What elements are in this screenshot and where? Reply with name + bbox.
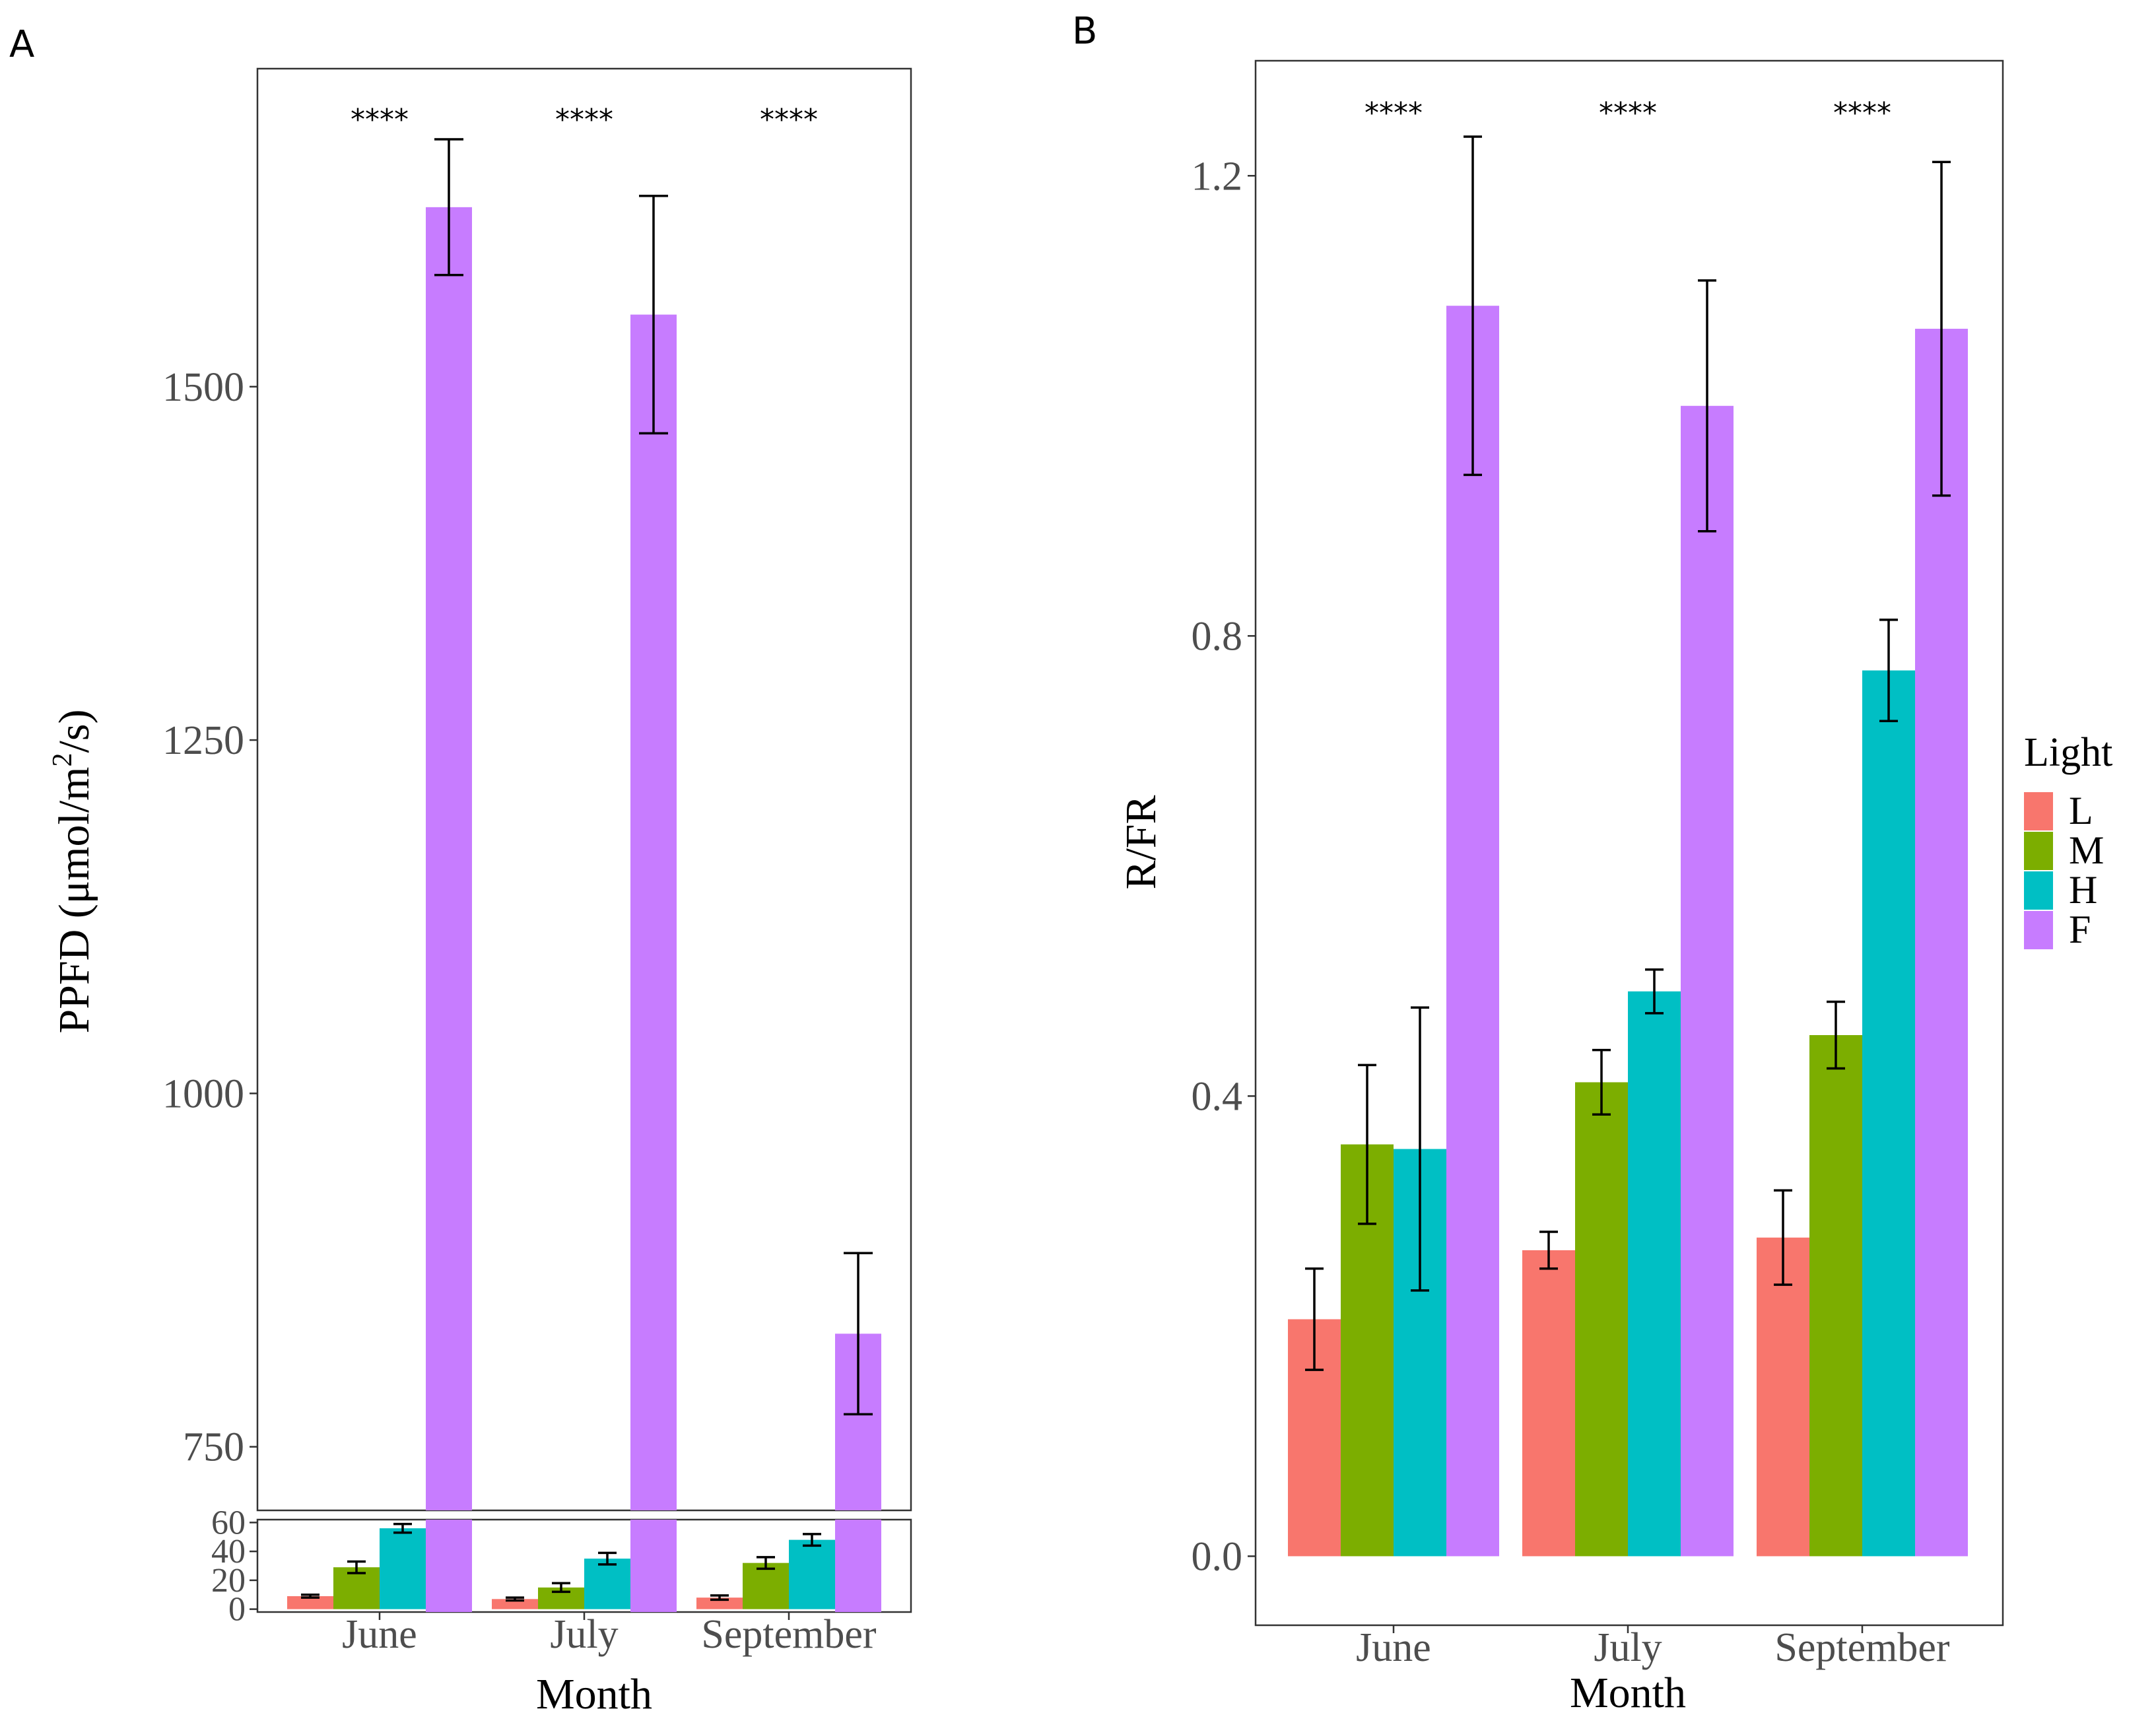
panel-a-bar-september-l (696, 1598, 743, 1609)
panel-b-bar-june-f (1446, 306, 1499, 1557)
panel-a-bar-july-l-errorbar (506, 1596, 524, 1602)
panel-b-y-tick-label-1-2: 1.2 (1192, 154, 1243, 199)
panel-b-y-axis-title: R/FR (1117, 795, 1165, 889)
panel-b-frame (1254, 59, 2004, 1627)
panel-a-bar-july-m-errorbar (552, 1582, 570, 1594)
panel-a-bar-september-m (743, 1563, 789, 1609)
panel-a-bar-september-f-errorbar (844, 1252, 873, 1416)
panel-a-y-tick-label-750: 750 (183, 1425, 244, 1470)
panel-b-significance-june: **** (1364, 96, 1423, 130)
panel-b-bar-september-h (1862, 670, 1915, 1557)
panel-a-significance-september: **** (760, 103, 818, 137)
panel-a-bar-july-f-lower (630, 1520, 677, 1612)
panel-a-bar-july-h (584, 1559, 630, 1609)
panel-a-x-tick-label-september: September (701, 1612, 876, 1657)
panel-a-lower-y-tick-label-60: 60 (211, 1504, 246, 1541)
panel-a-y-tick-label-1250: 1250 (162, 718, 244, 763)
panel-a-y-axis-title: PPFD (μmol/m2/s) (48, 710, 98, 1034)
panel-a-bar-september-l-errorbar (710, 1594, 729, 1601)
legend-label-m: M (2069, 828, 2104, 872)
panel-b-bar-september-f-errorbar (1932, 160, 1951, 497)
panel-a-significance-june: **** (351, 103, 409, 137)
panel-b-bar-july-m-errorbar (1592, 1048, 1611, 1116)
panel-a-lower-y-tick-label-20: 20 (211, 1562, 246, 1599)
panel-a-x-tick-label-july: July (550, 1612, 618, 1657)
legend-swatch-l (2024, 792, 2053, 830)
panel-a-bar-june-m (333, 1567, 380, 1609)
panel-a-bar-june-h-errorbar (393, 1522, 412, 1534)
legend-label-h: H (2069, 868, 2097, 912)
panel-b-bar-july-f-errorbar (1698, 279, 1716, 533)
panel-b-bar-september-l (1757, 1237, 1809, 1557)
panel-b-bar-july-m (1575, 1082, 1628, 1557)
panel-b-bar-june-f-errorbar (1464, 135, 1482, 477)
panel-a-y-tick-label-1000: 1000 (162, 1071, 244, 1116)
panel-a-bar-july-l (492, 1599, 538, 1609)
panel-a-upper-frame (256, 67, 912, 1512)
panel-b-x-tick-label-june: June (1356, 1625, 1431, 1670)
panel-a-bar-june-l (287, 1596, 333, 1609)
panel-b-bar-june-l-errorbar (1305, 1267, 1324, 1371)
panel-b-bar-july-h-errorbar (1645, 968, 1664, 1015)
panel-a-bar-july-f-errorbar (639, 194, 668, 435)
panel-b-y-tick-label-0-8: 0.8 (1192, 614, 1243, 659)
panel-b-y-tick-label-0-0: 0.0 (1192, 1534, 1243, 1579)
panel-a-bar-september-h (789, 1539, 835, 1609)
panel-b-y-tick-label-0-4: 0.4 (1192, 1074, 1243, 1119)
panel-b-x-tick-label-july: July (1594, 1625, 1662, 1670)
panel-b-bar-july-f (1681, 405, 1734, 1557)
panel-b-x-axis-title: Month (1570, 1669, 1686, 1717)
panel-b-bar-september-m-errorbar (1827, 1000, 1845, 1070)
panel-b-significance-july: **** (1599, 96, 1657, 130)
panel-b-bar-july-l (1522, 1250, 1575, 1557)
panel-b-bar-september-l-errorbar (1774, 1189, 1792, 1286)
panel-b-bar-july-h (1628, 991, 1681, 1557)
panel-a-bar-july-h-errorbar (598, 1551, 617, 1566)
panel-b-bar-july-l-errorbar (1539, 1230, 1558, 1270)
panel-b-bar-june-h-errorbar (1411, 1006, 1429, 1292)
panel-b-x-tick-label-september: September (1774, 1625, 1949, 1670)
panel-a-y-tick-label-1500: 1500 (162, 365, 244, 410)
panel-label-a: A (9, 23, 34, 66)
legend-swatch-h (2024, 871, 2053, 910)
legend-label-l: L (2069, 789, 2093, 832)
panel-a-x-axis-title: Month (536, 1670, 652, 1717)
panel-b-bar-september-f (1915, 329, 1968, 1557)
panel-a-bar-june-f-errorbar (434, 138, 463, 277)
panel-b-bar-september-m (1809, 1035, 1862, 1557)
panel-b-bar-september-h-errorbar (1879, 619, 1898, 723)
panel-a-bar-september-h-errorbar (803, 1533, 821, 1547)
panel-a-bar-june-f (426, 207, 472, 1510)
legend-swatch-f (2024, 911, 2053, 949)
panel-a-significance-july: **** (555, 103, 613, 137)
panel-a-bar-june-h (380, 1528, 426, 1609)
panel-b-chart: **** **** **** June July September 0.0 0.4 0.8 1… (1117, 59, 2004, 1717)
panel-b-bar-june-m-errorbar (1358, 1063, 1376, 1225)
panel-label-b: B (1072, 10, 1097, 53)
panel-a-bar-september-f-lower (835, 1520, 881, 1612)
panel-a-bar-september-m-errorbar (757, 1556, 775, 1570)
legend-label-f: F (2069, 908, 2091, 951)
panel-a-lower-y-tick-label-40: 40 (211, 1533, 246, 1570)
panel-a-chart: **** **** **** June July September 750 1000 125… (48, 67, 912, 1717)
panel-a-bar-june-f-lower (426, 1520, 472, 1612)
panel-a-x-tick-label-june: June (342, 1612, 417, 1657)
panel-b-significance-september: **** (1833, 96, 1891, 130)
panel-a-bar-june-m-errorbar (347, 1560, 366, 1574)
legend-swatch-m (2024, 832, 2053, 870)
panel-a-bar-june-l-errorbar (301, 1594, 320, 1599)
panel-a-lower-y-tick-label-0: 0 (228, 1591, 246, 1629)
legend-title: Light (2024, 730, 2112, 775)
panel-a-bar-july-f (630, 314, 677, 1510)
